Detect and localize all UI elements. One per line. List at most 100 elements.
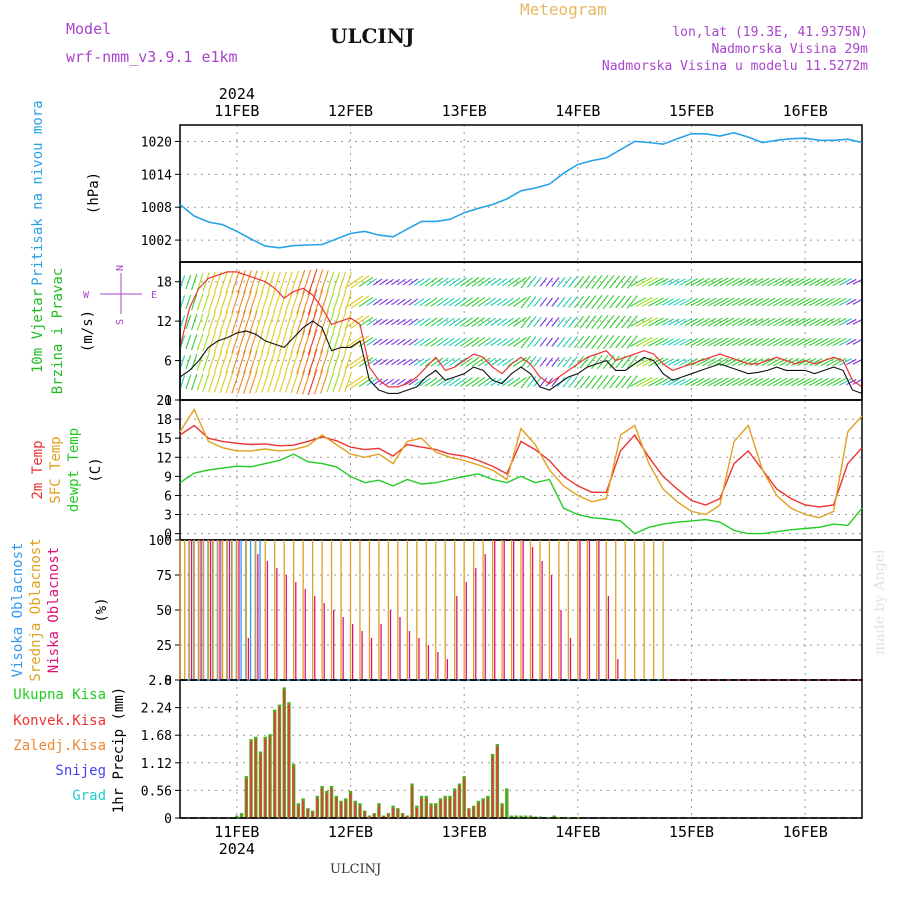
wind-arrow	[358, 376, 374, 388]
wind-arrow	[791, 317, 805, 327]
x-tick-label-top: 16FEB	[783, 102, 828, 120]
wind-arrow	[602, 314, 615, 330]
precip-legend-item: Snijeg	[55, 763, 106, 779]
wind-arrow	[832, 337, 847, 347]
wind-arrow	[615, 295, 626, 309]
precip-total-bar	[505, 788, 509, 818]
wind-arrow	[648, 377, 664, 387]
wind-arrow	[243, 310, 252, 334]
wind-arrow	[684, 338, 699, 346]
wind-arrow	[419, 337, 431, 347]
wind-arrow	[761, 377, 776, 387]
y-tick-label: 2.8	[149, 674, 172, 689]
wind-arrow	[273, 371, 282, 393]
y-tick-label: 12	[156, 451, 172, 466]
wind-arrow	[713, 317, 729, 327]
wind-arrow	[471, 297, 486, 307]
wind-arrow	[391, 318, 400, 326]
wind-arrow	[507, 297, 521, 307]
wind-arrow	[460, 337, 473, 347]
wind-arrow	[719, 377, 735, 387]
wind-arrow	[696, 297, 711, 307]
wind-arrow	[313, 369, 324, 395]
wind-arrow	[385, 298, 394, 306]
x-tick-label-top: 13FEB	[442, 102, 487, 120]
wind-arrow	[574, 295, 585, 309]
wind-arrow	[648, 317, 664, 327]
wind-arrow	[419, 377, 431, 387]
wind-arrow	[568, 316, 578, 328]
wind-arrow	[630, 377, 647, 387]
wind-arrow	[408, 318, 419, 326]
wind-arrow	[803, 278, 817, 286]
wind-arrow	[809, 298, 823, 306]
wind-arrow	[326, 272, 335, 292]
wind-arrow	[648, 337, 664, 347]
wind-arrow	[596, 294, 609, 310]
wind-arrow	[261, 371, 270, 393]
wind-arrow	[832, 277, 847, 287]
wind-arrow	[591, 275, 603, 289]
wind-arrow	[219, 270, 228, 294]
y-tick-label: 0	[164, 528, 172, 543]
wind-arrow	[196, 273, 204, 291]
precip-conv-bar	[326, 793, 328, 818]
wind-arrow	[667, 278, 680, 286]
wind-arrow	[609, 375, 620, 389]
wind-arrow	[249, 270, 258, 294]
precip-conv-bar	[292, 766, 295, 818]
precip-conv-bar	[250, 741, 252, 818]
wind-arrow	[621, 335, 632, 349]
wind-arrow	[545, 317, 554, 327]
wind-arrow	[707, 337, 723, 347]
precip-conv-bar	[288, 704, 290, 818]
wind-arrow	[702, 357, 717, 367]
wind-arrow	[761, 357, 776, 367]
wind-arrow	[690, 337, 705, 347]
wind-arrow	[436, 337, 449, 347]
pressure-ylabel-name: Pritisak na nivou mora	[30, 100, 46, 285]
wind-arrow	[761, 317, 776, 327]
wind-arrow	[626, 295, 638, 309]
wind-arrow	[820, 277, 835, 287]
precip-conv-bar	[378, 805, 380, 818]
wind-arrow	[507, 317, 521, 327]
wind-arrow	[574, 315, 585, 329]
wind-arrow	[490, 358, 502, 366]
wind-arrow	[626, 355, 638, 369]
wind-arrow	[826, 297, 841, 307]
wind-arrow	[568, 276, 578, 288]
cloud-ylabel-low: Niska Oblacnost	[46, 547, 62, 673]
y-tick-label: 50	[156, 604, 172, 619]
wind-arrow	[396, 298, 406, 306]
y-tick-label: 0	[164, 812, 172, 827]
wind-arrow	[655, 318, 669, 326]
precip-conv-bar	[406, 816, 409, 818]
wind-arrow	[284, 271, 293, 293]
wind-arrow	[832, 377, 847, 387]
wind-arrow	[477, 357, 491, 367]
model-altitude-line: Nadmorska Visina u modelu 11.5272m	[601, 59, 868, 74]
wind-arrow	[738, 318, 752, 326]
wind-arrow	[302, 329, 312, 355]
wind-arrow	[545, 357, 554, 367]
wind-arrow	[738, 358, 752, 366]
wind-arrow	[502, 317, 514, 327]
wind-arrow	[596, 274, 609, 290]
wind-arrow	[661, 298, 675, 306]
y-tick-label: 1.68	[141, 729, 172, 744]
wind-arrow	[520, 375, 531, 389]
y-tick-label: 0	[164, 674, 172, 689]
wind-arrow	[279, 291, 287, 313]
wind-arrow	[761, 337, 776, 347]
wind-arrow	[344, 295, 364, 309]
wind-arrow	[208, 331, 216, 353]
wind-arrow	[574, 275, 585, 289]
wind-arrow	[496, 278, 508, 286]
wind-arrow	[408, 298, 419, 306]
precip-total-bar	[524, 815, 528, 818]
wind-arrow	[667, 378, 680, 386]
wind-arrow	[779, 297, 794, 307]
wind-arrow	[496, 338, 508, 346]
wind-arrow	[379, 358, 389, 366]
